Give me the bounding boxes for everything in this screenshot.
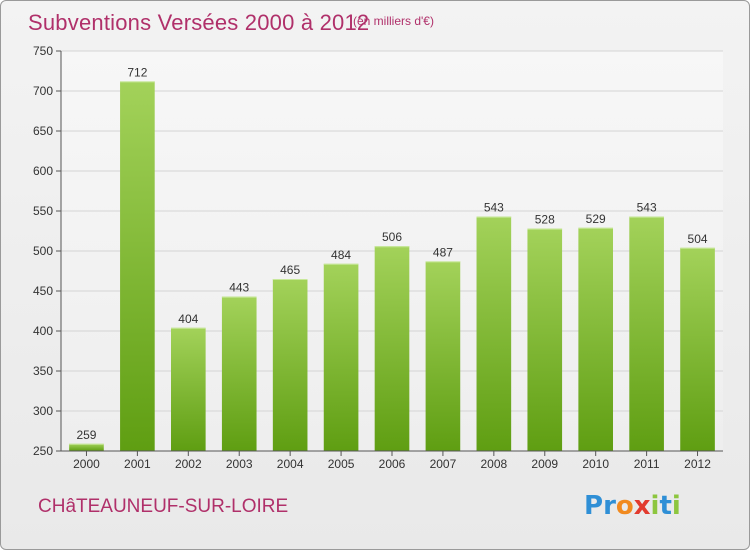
proxiti-logo: Proxiti [584, 491, 681, 521]
logo-letter: i [671, 491, 681, 521]
y-tick-label: 700 [33, 84, 53, 98]
y-tick-label: 400 [33, 324, 53, 338]
logo-letter: t [659, 491, 672, 521]
bar [120, 81, 155, 452]
chart-title: Subventions Versées 2000 à 2012 [28, 10, 370, 35]
logo-letter: x [633, 491, 651, 521]
data-label: 487 [433, 245, 453, 259]
data-label: 443 [229, 281, 249, 295]
data-label: 404 [178, 312, 198, 326]
data-label: 504 [688, 232, 708, 246]
bar [69, 443, 104, 451]
x-tick-label: 2003 [226, 457, 253, 471]
x-tick-label: 2009 [531, 457, 558, 471]
axes: 250 300 350 400 450 500 550 600 650 700 750 2000 200… [33, 44, 723, 471]
data-label: 484 [331, 248, 351, 262]
data-label: 259 [76, 428, 96, 442]
x-tick-label: 2002 [175, 457, 202, 471]
bar [680, 247, 715, 451]
y-tick-label: 600 [33, 164, 53, 178]
x-tick-label: 2006 [379, 457, 406, 471]
bar [323, 263, 359, 451]
y-tick-label: 650 [33, 124, 53, 138]
city-name: CHâTEAUNEUF-SUR-LOIRE [38, 496, 289, 517]
logo-letter: o [615, 491, 634, 521]
bar [170, 327, 206, 451]
bar [476, 216, 512, 451]
y-tick-label: 300 [33, 404, 53, 418]
bars [69, 81, 715, 452]
bar [272, 279, 308, 451]
data-label: 529 [586, 212, 606, 226]
data-label: 543 [637, 201, 657, 215]
bar [374, 246, 410, 451]
data-label: 712 [127, 65, 147, 79]
logo-letter: P [584, 491, 604, 521]
x-tick-label: 2005 [328, 457, 355, 471]
data-label: 506 [382, 230, 402, 244]
bar [578, 227, 614, 451]
chart-subtitle: (en milliers d'€) [353, 14, 434, 28]
x-tick-label: 2001 [124, 457, 151, 471]
data-label: 543 [484, 201, 504, 215]
logo-letter: i [650, 491, 660, 521]
x-tick-label: 2000 [73, 457, 100, 471]
y-tick-label: 450 [33, 284, 53, 298]
x-tick-label: 2007 [430, 457, 457, 471]
logo-letter: r [603, 491, 616, 521]
data-label: 528 [535, 213, 555, 227]
x-tick-label: 2011 [634, 457, 660, 471]
y-tick-label: 250 [33, 444, 53, 458]
y-tick-label: 350 [33, 364, 53, 378]
bar [425, 261, 461, 451]
bar [629, 216, 664, 451]
x-tick-label: 2010 [582, 457, 609, 471]
data-label: 465 [280, 263, 300, 277]
bar [527, 228, 563, 451]
y-tick-label: 750 [33, 44, 53, 58]
y-tick-label: 500 [33, 244, 53, 258]
y-tick-label: 550 [33, 204, 53, 218]
x-tick-label: 2012 [684, 457, 711, 471]
x-tick-label: 2008 [480, 457, 507, 471]
bar [221, 296, 257, 451]
x-tick-label: 2004 [277, 457, 304, 471]
data-labels: 259 712 404 443 465 484 506 487 543 528 529 543 504 [76, 65, 707, 441]
